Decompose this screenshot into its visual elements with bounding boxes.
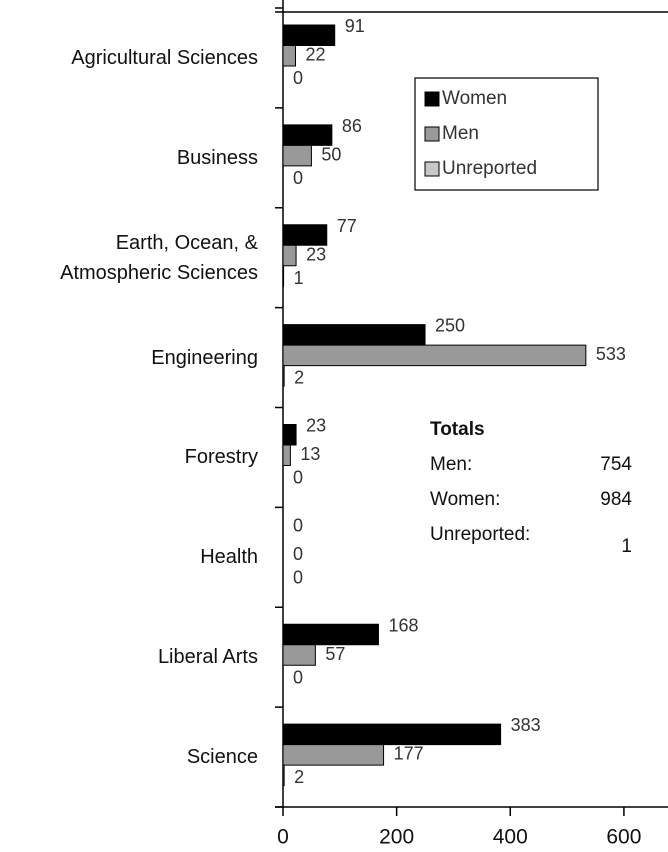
value-label: 0 — [293, 515, 303, 535]
legend-box — [414, 77, 599, 191]
value-label: 57 — [325, 644, 345, 664]
value-label: 0 — [293, 544, 303, 564]
totals-label: Unreported: — [430, 524, 530, 545]
category-label: Science — [186, 746, 258, 769]
value-label: 177 — [394, 744, 424, 764]
value-label: 0 — [293, 567, 303, 587]
totals-label: Men: — [430, 454, 472, 475]
legend-label: Men — [442, 123, 479, 144]
totals-value: 754 — [600, 454, 632, 475]
legend-label: Women — [442, 88, 507, 109]
totals-value: 984 — [600, 489, 632, 510]
category-label: Agricultural Sciences — [71, 46, 258, 69]
legend-swatch — [424, 91, 440, 107]
value-label: 50 — [321, 144, 341, 164]
x-tick-label: 0 — [277, 826, 289, 849]
value-label: 22 — [306, 45, 326, 65]
bar — [282, 723, 502, 746]
category-label: Earth, Ocean, & Atmospheric Sciences — [60, 231, 258, 284]
x-tick-label: 200 — [379, 826, 414, 849]
value-label: 91 — [345, 16, 365, 36]
value-label: 1 — [294, 268, 304, 288]
category-label: Business — [176, 146, 258, 169]
bar — [282, 324, 426, 346]
value-label: 168 — [388, 615, 418, 635]
x-tick-label: 400 — [493, 826, 528, 849]
value-label: 86 — [342, 116, 362, 136]
bar — [282, 623, 379, 646]
bar — [282, 124, 333, 146]
bar — [282, 644, 316, 666]
bar — [282, 265, 285, 287]
legend-label: Unreported — [442, 158, 537, 179]
bar — [282, 45, 296, 67]
x-tick-label: 600 — [606, 826, 641, 849]
bar — [282, 424, 297, 446]
bar — [282, 244, 297, 267]
value-label: 13 — [300, 444, 320, 464]
legend-swatch — [424, 126, 440, 142]
value-label: 23 — [306, 244, 326, 264]
value-label: 0 — [293, 468, 303, 488]
value-label: 533 — [596, 344, 626, 364]
category-label: Engineering — [151, 346, 258, 369]
category-label: Liberal Arts — [157, 646, 258, 669]
value-label: 0 — [293, 667, 303, 687]
totals-title: Totals — [430, 419, 485, 440]
bar — [282, 224, 328, 246]
category-label: Health — [200, 546, 258, 569]
bar — [282, 444, 291, 466]
bar — [282, 24, 336, 46]
value-label: 23 — [306, 416, 326, 436]
value-label: 0 — [293, 68, 303, 88]
totals-label: Women: — [430, 489, 500, 510]
bar — [282, 764, 285, 787]
bar — [282, 744, 385, 766]
totals-value: 1 — [621, 536, 632, 557]
category-label: Forestry — [184, 446, 258, 469]
bar — [282, 344, 587, 367]
legend-swatch — [424, 161, 440, 177]
bar — [282, 144, 312, 167]
value-label: 2 — [294, 368, 304, 388]
value-label: 383 — [511, 715, 541, 735]
bar — [282, 365, 285, 387]
value-label: 250 — [435, 316, 465, 336]
value-label: 2 — [294, 767, 304, 787]
value-label: 0 — [293, 168, 303, 188]
value-label: 77 — [337, 216, 357, 236]
